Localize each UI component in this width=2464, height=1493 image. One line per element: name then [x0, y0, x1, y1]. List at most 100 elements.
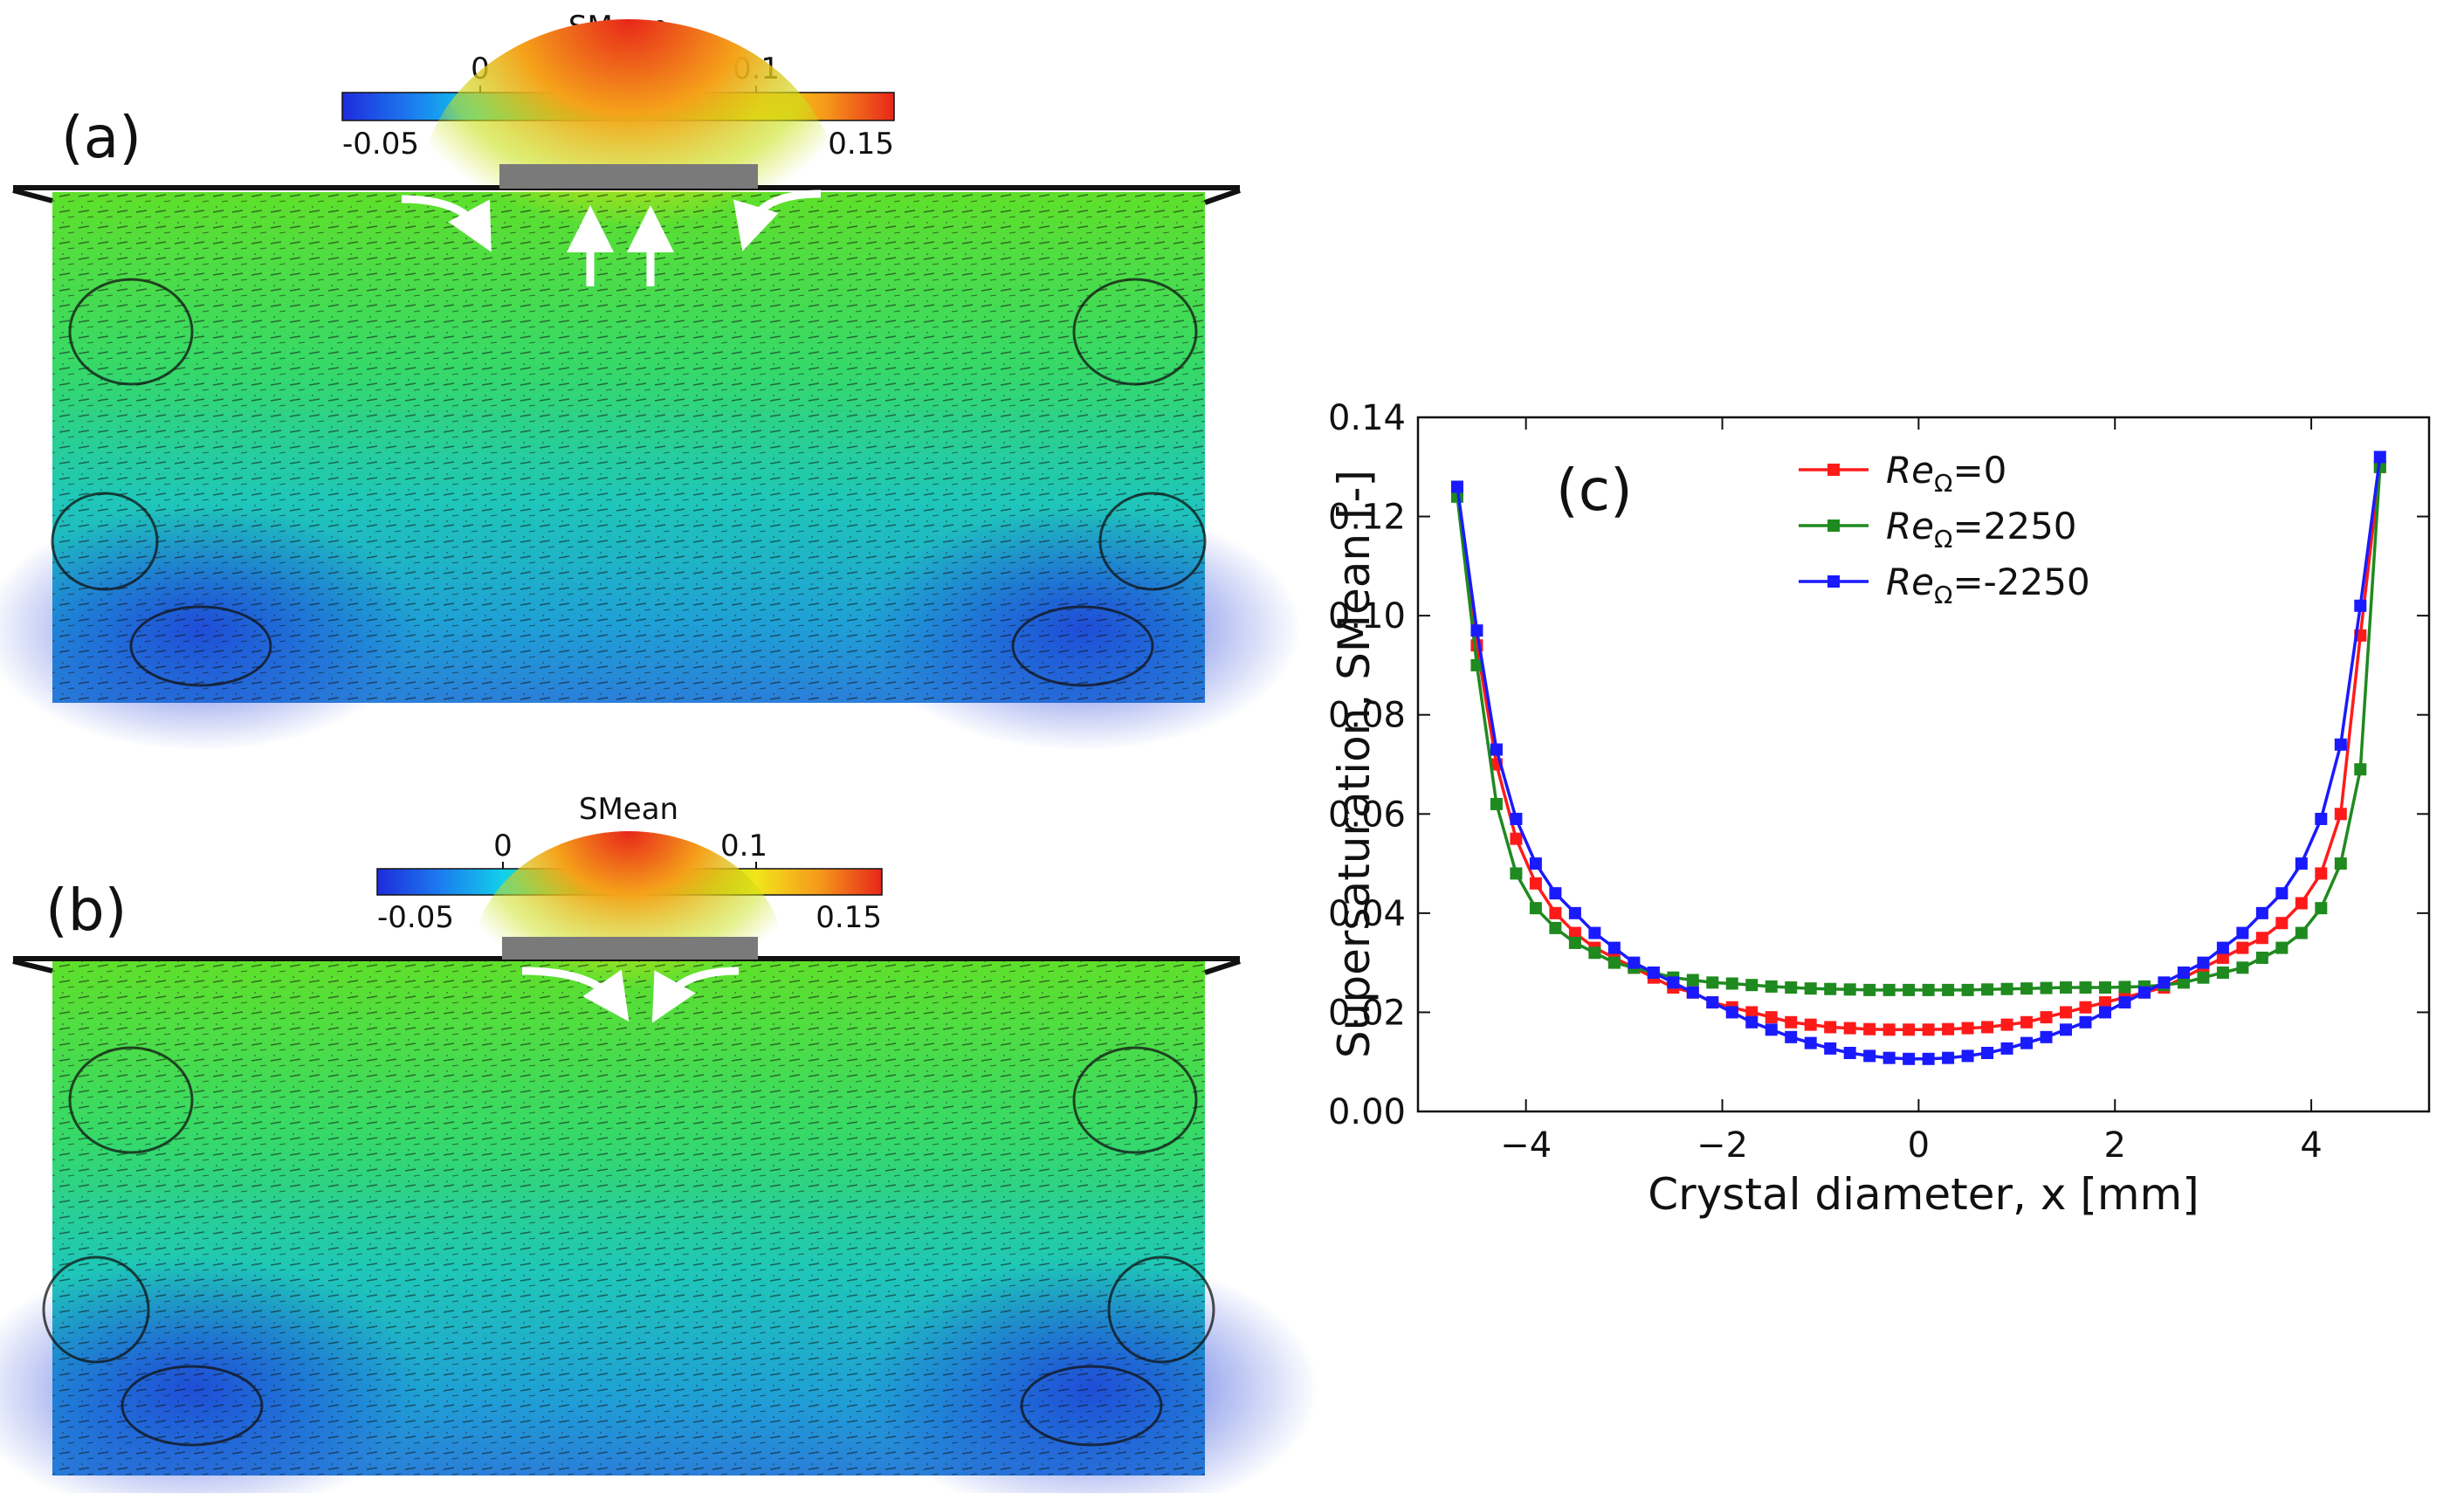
legend-label: ReΩ=0 — [1886, 449, 2006, 498]
data-point — [1568, 936, 1581, 949]
data-point — [1961, 1049, 1974, 1063]
vortex-a-3 — [51, 492, 159, 591]
data-point — [2060, 1006, 2073, 1019]
data-point — [1961, 983, 1974, 996]
crystal-b — [502, 937, 758, 960]
data-point — [1824, 982, 1837, 995]
data-point — [2098, 1006, 2111, 1019]
vortex-a-4 — [1098, 492, 1207, 591]
data-point — [2255, 951, 2268, 964]
flow-field-a — [0, 19, 1301, 751]
data-point — [1863, 1022, 1876, 1035]
data-point — [1686, 974, 1699, 987]
data-point — [1647, 967, 1660, 979]
data-point — [2060, 981, 2073, 994]
data-point — [1706, 976, 1719, 989]
field-b-vectors — [52, 960, 1205, 1476]
data-point — [2334, 738, 2347, 751]
x-tick-label: −4 — [1500, 1125, 1552, 1166]
vortex-b-2 — [1072, 1046, 1198, 1154]
data-point — [2000, 1018, 2013, 1031]
data-point — [1628, 956, 1641, 969]
data-point — [2216, 951, 2229, 964]
data-point — [2315, 867, 2328, 880]
data-point — [2040, 981, 2053, 994]
data-point — [1824, 1021, 1837, 1034]
data-point — [2275, 917, 2288, 930]
data-point — [1490, 743, 1503, 756]
colorbar-b-tick-min: -0.05 — [377, 900, 454, 935]
data-point — [1785, 1015, 1798, 1029]
colorbar-a-tick-min: -0.05 — [342, 127, 419, 162]
data-point — [2216, 967, 2229, 979]
y-tick-label: 0.12 — [1328, 498, 1406, 538]
data-point — [1863, 1049, 1876, 1063]
data-point — [2040, 1011, 2053, 1024]
vortex-b-1 — [68, 1046, 194, 1154]
data-point — [1549, 921, 1562, 934]
data-point — [2060, 1023, 2073, 1036]
data-point — [1568, 926, 1581, 939]
data-point — [1882, 1051, 1896, 1064]
data-point — [1765, 1023, 1778, 1036]
white-arrow-a-right — [733, 189, 822, 251]
data-point — [1549, 906, 1562, 919]
data-point — [1686, 986, 1699, 999]
legend-item: ReΩ=-2250 — [1799, 561, 2090, 609]
data-point — [1942, 1022, 1955, 1035]
crystal-a — [499, 164, 758, 189]
data-point — [2334, 808, 2347, 821]
data-point — [2137, 986, 2151, 999]
data-point — [1490, 797, 1503, 810]
data-point — [1882, 1023, 1896, 1036]
data-point — [2040, 1030, 2053, 1043]
white-arrow-b-right — [651, 967, 740, 1023]
y-tick-label: 0.00 — [1328, 1092, 1406, 1132]
data-point — [2295, 897, 2308, 910]
data-point — [1804, 1018, 1817, 1031]
y-tick-label: 0.08 — [1328, 696, 1406, 736]
vortex-a-2 — [1072, 278, 1198, 386]
data-point — [1510, 867, 1523, 880]
data-point — [2158, 976, 2171, 989]
data-point — [2373, 451, 2386, 464]
vortex-a-5 — [129, 605, 272, 687]
vortex-b-6 — [1020, 1365, 1163, 1447]
data-point — [2177, 976, 2190, 989]
data-point — [2275, 941, 2288, 954]
panel-a-label: (a) — [61, 104, 141, 171]
data-point — [1981, 1021, 1994, 1034]
vortex-b-4 — [1107, 1256, 1215, 1364]
data-point — [1942, 1051, 1955, 1064]
panel-b-label: (b) — [45, 877, 127, 944]
data-point — [2197, 971, 2210, 984]
data-point — [1607, 956, 1621, 969]
data-point — [2118, 996, 2131, 1009]
legend-marker — [1827, 575, 1840, 588]
axis-ticks: −4 −2 0 2 4 0.00 0.02 0.04 0.06 0.08 0.10 0.12 0.14 — [1328, 398, 2429, 1166]
data-point — [1804, 982, 1817, 995]
x-tick-label: 0 — [1908, 1125, 1930, 1166]
data-point — [1725, 1006, 1738, 1019]
data-point — [1765, 980, 1778, 993]
data-point — [1903, 1023, 1916, 1036]
data-point — [1922, 1052, 1935, 1065]
data-point — [1470, 624, 1483, 637]
data-point — [1785, 981, 1798, 994]
data-point — [1588, 926, 1601, 939]
data-point — [2216, 941, 2229, 954]
field-a-vectors — [52, 192, 1205, 703]
white-arrow-b-left — [521, 967, 630, 1022]
legend-marker — [1827, 464, 1840, 476]
data-point — [1745, 1006, 1759, 1019]
data-point — [1510, 812, 1523, 825]
white-arrow-a-left — [401, 195, 492, 252]
data-point — [2295, 926, 2308, 939]
data-point — [1863, 983, 1876, 996]
data-point — [1470, 658, 1483, 671]
data-point — [2020, 982, 2034, 995]
data-point — [2354, 599, 2367, 612]
vortex-b-3 — [42, 1256, 150, 1364]
panel-b: (b) SMean 0 0.1 -0.05 0.15 — [0, 792, 1318, 1493]
